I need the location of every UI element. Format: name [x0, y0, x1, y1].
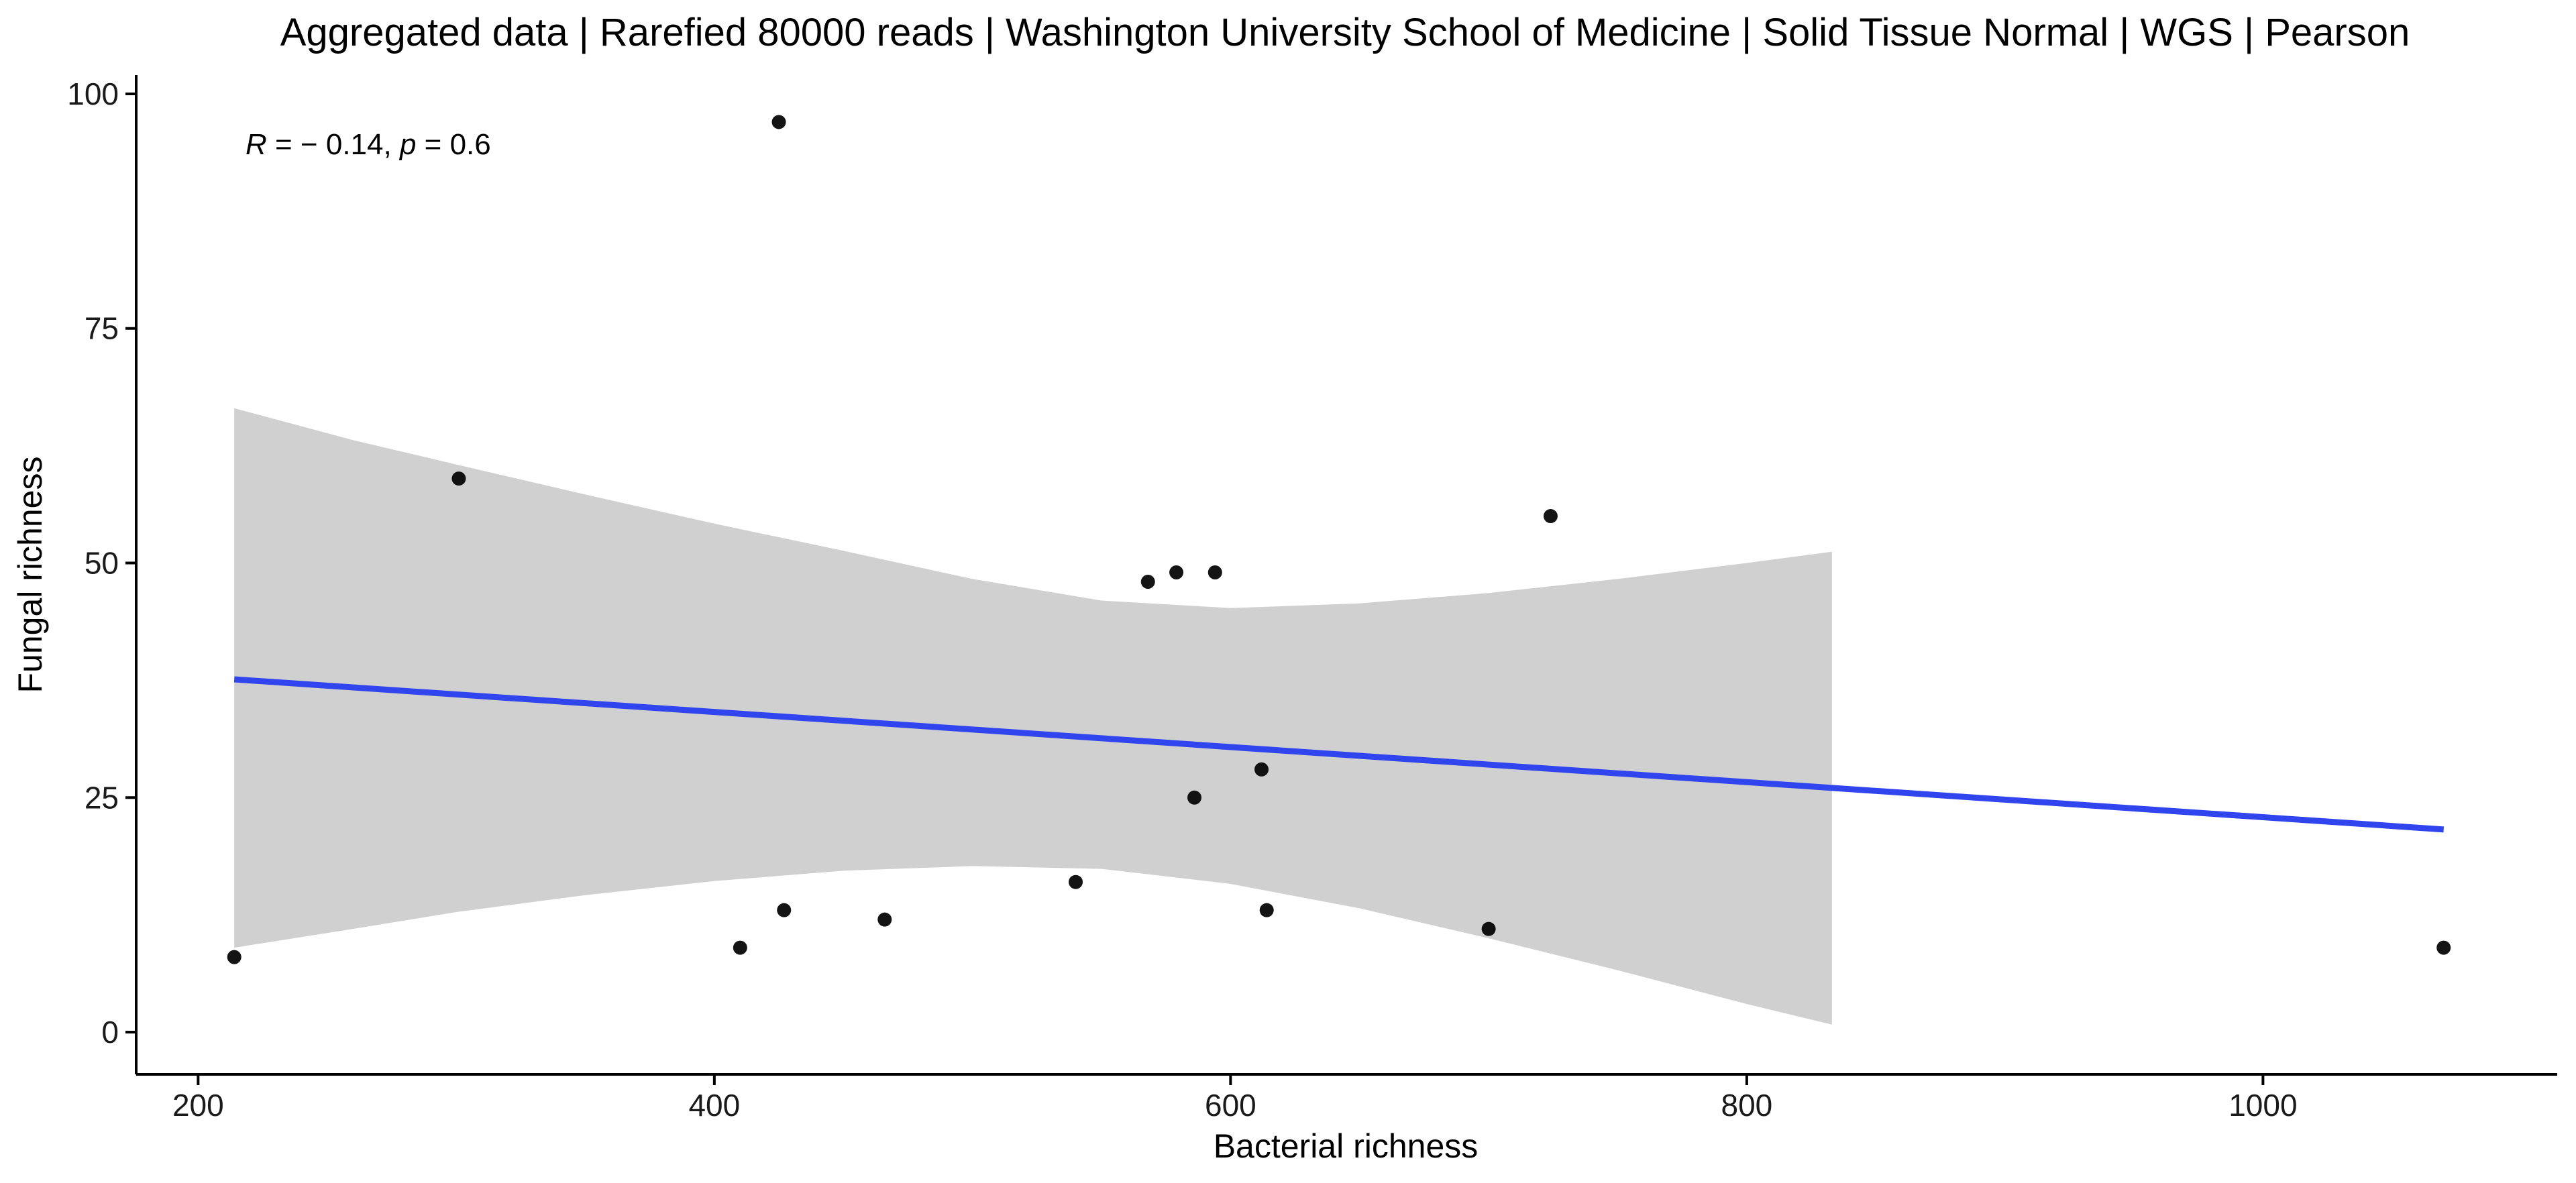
data-point: [1259, 903, 1274, 917]
y-tick-label: 100: [67, 76, 119, 111]
x-tick-label: 600: [1205, 1088, 1256, 1123]
y-tick-label: 25: [85, 780, 119, 815]
y-tick-label: 0: [101, 1015, 119, 1050]
data-point: [1254, 762, 1269, 777]
data-point: [2436, 940, 2451, 955]
y-axis-title: Fungal richness: [11, 457, 49, 693]
data-point: [777, 903, 792, 917]
x-tick-label: 1000: [2229, 1088, 2297, 1123]
x-tick-label: 400: [688, 1088, 740, 1123]
y-ticks: 0 25 50 75 100: [67, 76, 136, 1050]
confidence-band-layer: [234, 408, 1832, 1025]
y-tick-label: 50: [85, 546, 119, 581]
data-point: [1169, 565, 1184, 580]
data-point: [1187, 790, 1201, 805]
fit-line-layer: [233, 676, 2445, 833]
data-points-layer: [227, 115, 2451, 964]
data-point: [771, 115, 786, 129]
y-tick-label: 75: [85, 311, 119, 346]
r-value-text: = − 0.14,: [267, 128, 400, 161]
x-tick-label: 200: [172, 1088, 224, 1123]
data-point: [1543, 509, 1558, 524]
x-tick-label: 800: [1721, 1088, 1772, 1123]
correlation-annotation: R = − 0.14, p = 0.6: [246, 128, 491, 161]
p-symbol: p: [398, 128, 416, 161]
data-point: [1208, 565, 1222, 580]
data-point: [733, 940, 747, 955]
p-value-text: = 0.6: [416, 128, 490, 161]
data-point: [1481, 921, 1496, 936]
x-axis-title: Bacterial richness: [1214, 1127, 1479, 1165]
data-point: [451, 471, 466, 486]
chart-title: Aggregated data | Rarefied 80000 reads |…: [280, 11, 2410, 54]
confidence-band: [234, 408, 1832, 1025]
r-symbol: R: [246, 128, 267, 161]
x-ticks: 200 400 600 800 1000: [172, 1074, 2298, 1123]
regression-line: [233, 676, 2445, 833]
data-point: [1069, 875, 1083, 889]
data-point: [1140, 574, 1155, 589]
data-point: [877, 912, 892, 927]
data-point: [227, 950, 241, 964]
